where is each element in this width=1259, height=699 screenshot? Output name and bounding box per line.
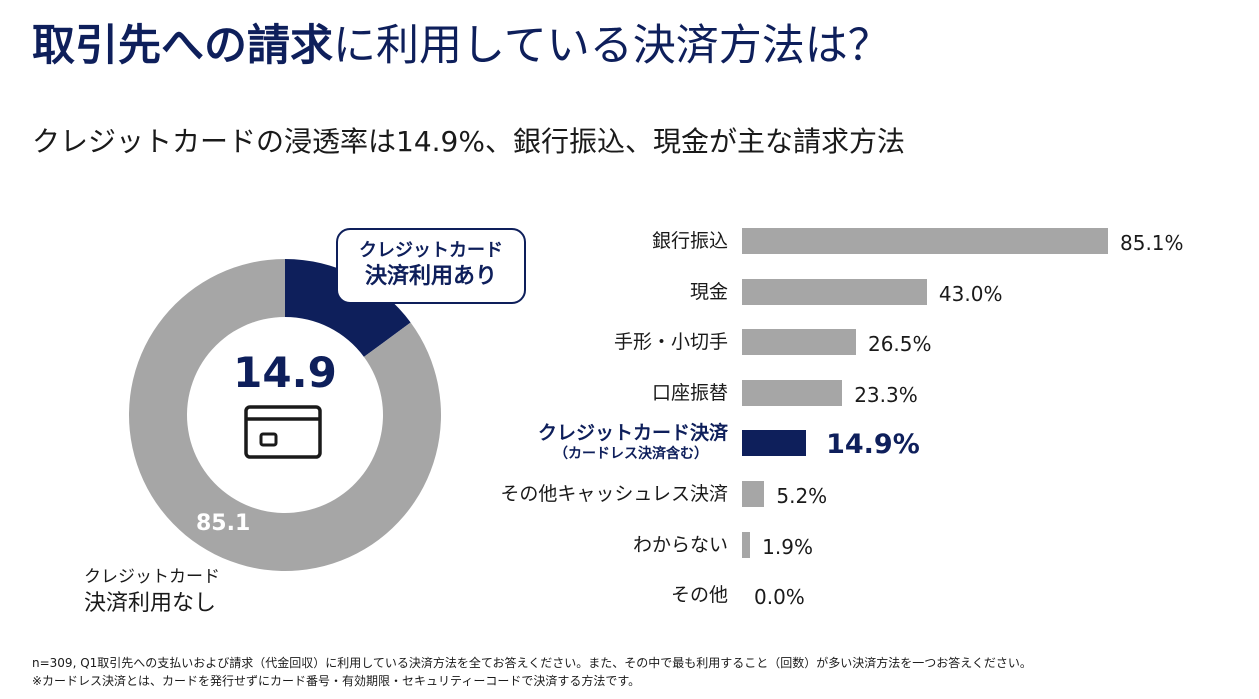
bar-category-note: （カードレス決済含む） — [554, 446, 708, 463]
bar-value-label: 5.2% — [776, 484, 828, 508]
bar — [742, 278, 927, 305]
bar — [742, 379, 843, 406]
bar-category-label: その他キャッシュレス決済 — [500, 481, 728, 507]
bar — [742, 228, 1108, 254]
bar-value-label: 43.0% — [938, 281, 1003, 306]
page-title: 取引先への請求に利用している決済方法は？ — [32, 18, 891, 74]
callout-line2: 決済利用あり — [364, 264, 497, 289]
bar — [742, 329, 856, 356]
bar-value-label: 85.1% — [1120, 231, 1184, 255]
bar-category-text: 現金 — [689, 280, 728, 303]
donut-outside-label: クレジットカード 決済利用なし — [84, 566, 220, 620]
bar — [742, 531, 751, 558]
bar-category-label: クレジットカード決済 （カードレス決済含む） — [538, 421, 728, 463]
bar-category-label: 銀行振込 — [652, 228, 728, 254]
bar — [742, 430, 807, 457]
bar-category-text: その他キャッシュレス決済 — [500, 483, 728, 505]
bar-category-label: 現金 — [690, 279, 728, 305]
callout-line1: クレジットカード — [359, 240, 503, 261]
bar-category-text: 手形・小切手 — [613, 331, 728, 354]
title-emphasis: 取引先への請求 — [32, 21, 333, 71]
outside-label-line1: クレジットカード — [84, 567, 220, 587]
bar-category-label: その他 — [671, 582, 728, 608]
bar-category-text: わからない — [632, 533, 728, 556]
bar-category-text: クレジットカード決済 — [537, 422, 728, 445]
bar-category-text: 銀行振込 — [651, 230, 728, 252]
footnote-line: ※カードレス決済とは、カードを発行せずにカード番号・有効期限・セキュリティーコー… — [32, 674, 641, 688]
bar-category-text: 口座振替 — [651, 381, 728, 404]
bar-value-label: 1.9% — [762, 534, 813, 559]
footnote: n=309, Q1取引先への支払いおよび請求（代金回収）に利用している決済方法を… — [32, 654, 1032, 690]
bar-value-label: 0.0% — [754, 585, 805, 610]
donut-callout: クレジットカード 決済利用あり — [336, 228, 526, 304]
bar-value-label: 23.3% — [854, 382, 918, 407]
donut-center-value: 14.9 — [233, 348, 337, 397]
donut-slice-label: 85.1 — [196, 511, 251, 536]
footnote-line: n=309, Q1取引先への支払いおよび請求（代金回収）に利用している決済方法を… — [32, 656, 1032, 670]
bar-value-label: 26.5% — [867, 332, 932, 357]
credit-card-icon — [244, 405, 322, 459]
donut-slice-with-card — [285, 259, 411, 357]
outside-label-line2: 決済利用なし — [84, 591, 217, 616]
bar-value-label: 14.9% — [826, 429, 920, 461]
bar — [742, 481, 765, 507]
donut-slice-without-card — [128, 259, 441, 571]
bar-category-label: 手形・小切手 — [614, 329, 728, 355]
bar-category-label: 口座振替 — [652, 380, 728, 406]
bar-category-text: その他 — [670, 584, 728, 607]
title-rest: に利用している決済方法は？ — [333, 21, 891, 71]
bar-category-label: わからない — [633, 532, 728, 558]
subtitle: クレジットカードの浸透率は14.9%、銀行振込、現金が主な請求方法 — [32, 125, 905, 158]
